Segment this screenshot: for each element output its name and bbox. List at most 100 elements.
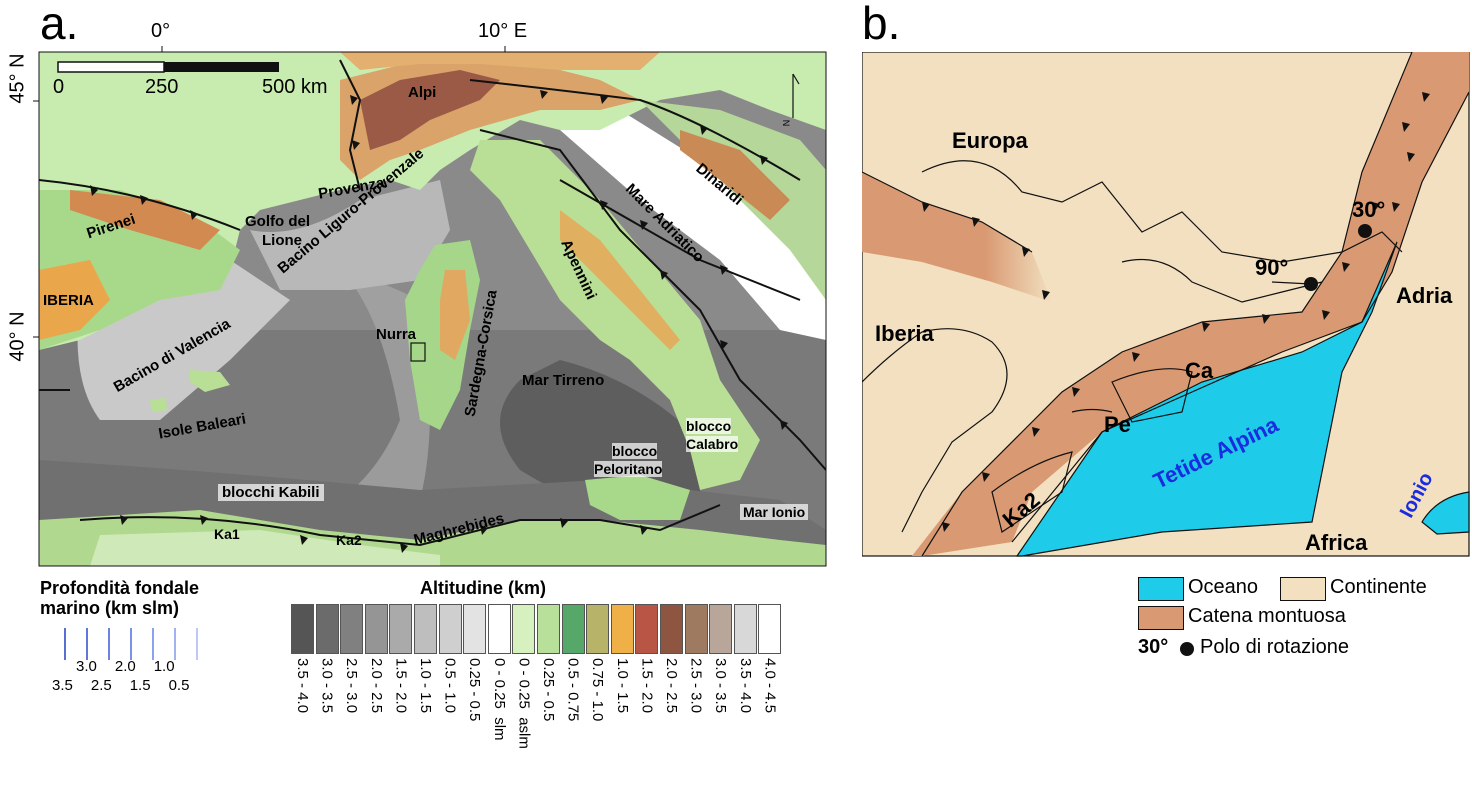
- depth-label-0-5: 0.5: [168, 677, 190, 694]
- altitude-swatch-label: 1.0 - 1.5: [417, 658, 434, 714]
- altitude-swatch: [733, 604, 757, 654]
- altitude-swatch: [315, 604, 339, 654]
- label-blocchi-kabili: blocchi Kabili: [218, 484, 324, 501]
- altitude-swatch: [364, 604, 388, 654]
- altitude-swatch-label: 3.0 - 3.5: [318, 658, 336, 714]
- panel-a-map: [33, 46, 827, 567]
- altitude-legend: 3.5 - 4.0 3.0 - 3.5 2.5 - 3.0 2.0 - 2.5 1.5 …: [291, 604, 783, 789]
- altitude-swatch: [635, 604, 659, 654]
- label-golfo-1: Golfo del: [245, 213, 310, 230]
- label-ka2: Ka2: [336, 532, 362, 548]
- label-golfo-2: Lione: [262, 232, 302, 249]
- altitude-swatch-label: 2.0 - 2.5: [663, 658, 680, 714]
- label-adria: Adria: [1396, 283, 1453, 308]
- panel-b-map: [862, 52, 1470, 557]
- label-iberia-b: Iberia: [875, 321, 934, 346]
- altitude-swatch-label: 0.75 - 1.0: [589, 658, 607, 722]
- altitude-swatch: [463, 604, 487, 654]
- altitude-swatch-label: 3.5 - 4.0: [294, 658, 311, 714]
- altitude-swatch-label: 1.5 - 2.0: [638, 658, 656, 714]
- scalebar-black: [164, 62, 279, 72]
- depth-label-2-5: 2.5: [90, 677, 112, 694]
- altitude-swatch: [389, 604, 413, 654]
- altitude-swatch: [512, 604, 536, 654]
- label-ka1: Ka1: [214, 526, 240, 542]
- label-blocco-calabro-2: Calabro: [686, 436, 739, 452]
- altitude-swatch-label: 0 - 0.25 aslm: [515, 658, 533, 749]
- label-africa: Africa: [1305, 530, 1368, 555]
- altitude-swatch: [414, 604, 437, 654]
- altitude-swatch-label: 1.0 - 1.5: [613, 658, 631, 714]
- altitude-swatch-label: 0.25 - 0.5: [540, 658, 557, 722]
- altitude-swatch: [660, 604, 683, 654]
- legend-continente: Continente: [1330, 576, 1427, 598]
- label-blocco-calabro-1: blocco: [686, 418, 732, 434]
- legend-polo-dot-icon: [1180, 642, 1194, 656]
- label-mar-tirreno: Mar Tirreno: [522, 372, 605, 389]
- altitude-swatch: [586, 604, 610, 654]
- altitude-swatch-label: 2.5 - 3.0: [343, 658, 361, 714]
- lat-tick-40n: 40° N: [6, 311, 29, 362]
- altitude-swatch: [684, 604, 708, 654]
- altitude-swatch-label: 0.5 - 0.75: [564, 658, 582, 722]
- panel-a-letter: a.: [40, 0, 79, 49]
- depth-legend-lines: [64, 628, 198, 660]
- legend-catena: Catena montuosa: [1188, 605, 1346, 627]
- depth-legend-row2: 3.5 2.5 1.5 0.5: [52, 677, 222, 694]
- depth-label-2-0: 2.0: [114, 658, 136, 675]
- altitude-swatch-label: 4.0 - 4.5: [761, 658, 779, 714]
- label-mar-ionio: Mar Ionio: [740, 504, 809, 520]
- altitude-swatch-label: 0 - 0.25 slm: [490, 658, 508, 741]
- altitude-swatch: [340, 604, 364, 654]
- lon-tick-0: 0°: [151, 20, 171, 42]
- scalebar-label-0: 0: [53, 76, 65, 98]
- depth-label-1-5: 1.5: [129, 677, 151, 694]
- lon-tick-10e: 10° E: [478, 20, 528, 42]
- depth-legend-row1: 3.0 2.0 1.0: [76, 658, 206, 675]
- legend-polo-label: Polo di rotazione: [1200, 636, 1349, 658]
- label-europa: Europa: [952, 128, 1028, 153]
- depth-legend-title-2: marino (km slm): [40, 598, 180, 618]
- altitude-swatch: [537, 604, 560, 654]
- depth-label-3-5: 3.5: [52, 677, 73, 694]
- scalebar-label-500: 500 km: [262, 76, 328, 98]
- altitude-swatch: [561, 604, 585, 654]
- altitude-legend-title: Altitudine (km): [420, 578, 546, 598]
- depth-label-3-0: 3.0: [76, 658, 97, 675]
- altitude-swatch: [610, 604, 634, 654]
- depth-legend-title: Profondità fondale marino (km slm): [40, 578, 199, 618]
- label-pe: Pe: [1104, 412, 1131, 437]
- altitude-swatch-label: 1.5 - 2.0: [392, 658, 410, 714]
- label-pole-30: 30°: [1352, 197, 1386, 222]
- label-iberia: IBERIA: [43, 292, 94, 309]
- swatch-oceano: [1138, 577, 1184, 601]
- altitude-swatch: [709, 604, 733, 654]
- altitude-swatch-label: 0.5 - 1.0: [441, 658, 459, 714]
- label-blocco-peloritano-1: blocco: [612, 443, 658, 459]
- altitude-swatch: [438, 604, 462, 654]
- panel-b-letter: b.: [862, 0, 901, 49]
- altitude-swatch-label: 3.5 - 4.0: [736, 658, 754, 714]
- pole-30-marker: [1358, 224, 1372, 238]
- legend-polo-num: 30°: [1138, 636, 1169, 658]
- altitude-swatch-label: 0.25 - 0.5: [466, 658, 484, 722]
- label-nurra: Nurra: [376, 326, 417, 343]
- altitude-swatch: [758, 604, 782, 654]
- label-ca: Ca: [1185, 358, 1214, 383]
- depth-label-1-0: 1.0: [153, 658, 175, 675]
- scalebar-white: [57, 61, 165, 73]
- depth-legend-title-1: Profondità fondale: [40, 578, 199, 598]
- altitude-swatch: [291, 604, 314, 654]
- legend-oceano: Oceano: [1188, 576, 1259, 598]
- altitude-swatch-label: 2.5 - 3.0: [687, 658, 705, 714]
- altitude-swatch-label: 2.0 - 2.5: [367, 658, 385, 714]
- north-label: N: [781, 119, 792, 127]
- label-pole-90: 90°: [1255, 255, 1289, 280]
- label-alpi: Alpi: [408, 84, 437, 101]
- lat-tick-45n: 45° N: [6, 53, 29, 104]
- scalebar-label-250: 250: [145, 76, 179, 98]
- altitude-swatch-label: 3.0 - 3.5: [712, 658, 730, 714]
- swatch-continente: [1280, 577, 1326, 601]
- swatch-catena: [1138, 606, 1184, 630]
- label-blocco-peloritano-2: Peloritano: [594, 461, 663, 477]
